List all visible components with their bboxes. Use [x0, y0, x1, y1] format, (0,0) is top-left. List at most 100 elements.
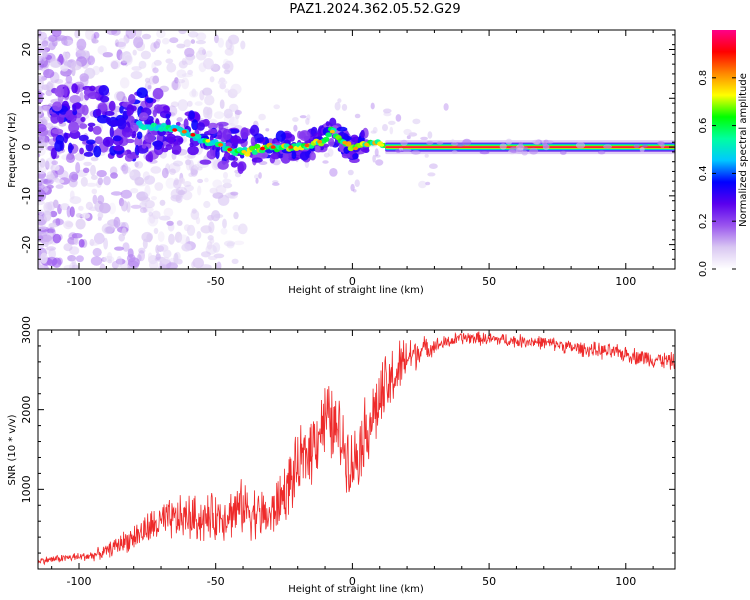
spectrogram-energy-blob	[102, 136, 114, 147]
spectrogram-noise-blob	[56, 257, 63, 265]
spectrogram-noise-blob	[212, 63, 219, 71]
spectrogram-noise-blob	[81, 212, 91, 219]
spectrogram-energy-blob	[189, 142, 194, 147]
spectrogram-noise-blob	[389, 126, 394, 135]
spectrogram-noise-blob	[188, 172, 194, 177]
spectrogram-noise-blob	[168, 162, 181, 174]
spectrogram-noise-blob	[40, 234, 52, 242]
spectrogram-noise-blob	[347, 169, 354, 176]
spectrogram-energy-blob	[314, 145, 321, 151]
spectrogram-noise-blob	[174, 77, 179, 84]
spectrogram-energy-blob	[188, 110, 195, 120]
spectrogram-noise-blob	[153, 41, 160, 49]
spectrogram-noise-blob	[43, 178, 54, 185]
spectrogram-band-blob	[398, 147, 404, 151]
spectrogram-noise-blob	[272, 182, 280, 186]
spectrogram-noise-blob	[178, 30, 187, 35]
spectrogram-noise-blob	[224, 48, 234, 56]
spectrogram-noise-blob	[173, 179, 182, 189]
spectrogram-noise-blob	[159, 215, 171, 221]
spectrogram-noise-blob	[129, 170, 135, 177]
spectrogram-energy-blob	[223, 151, 231, 161]
spectrogram-noise-blob	[181, 73, 194, 78]
spectrogram-noise-blob	[172, 160, 184, 167]
spectrogram-noise-blob	[138, 247, 146, 254]
spectrogram-noise-blob	[166, 49, 171, 54]
spectrogram-noise-blob	[155, 38, 161, 46]
spectrogram-noise-blob	[38, 105, 44, 117]
spectrogram-noise-blob	[154, 182, 164, 191]
spectrogram-noise-blob	[187, 69, 194, 75]
spectrogram-noise-blob	[329, 168, 338, 177]
spectrogram-noise-blob	[48, 222, 60, 228]
spectrogram-hot-spot	[260, 146, 265, 151]
spectrogram-noise-blob	[130, 188, 139, 194]
spectrogram-noise-blob	[232, 224, 241, 231]
spectrogram-energy-blob	[251, 157, 263, 163]
spectrogram-noise-blob	[38, 123, 47, 133]
spectrogram-noise-blob	[204, 94, 215, 106]
spectrogram-energy-blob	[327, 138, 335, 147]
spectrogram-noise-blob	[90, 256, 103, 266]
spectrogram-noise-blob	[45, 160, 50, 170]
spectrogram-noise-blob	[38, 75, 42, 85]
spectrogram-noise-blob	[223, 108, 233, 119]
spectrogram-hot-spot	[270, 145, 276, 149]
spectrogram-energy-blob	[104, 111, 115, 116]
spectrogram-noise-blob	[110, 61, 119, 70]
spectrogram-energy-blob	[108, 100, 116, 112]
spectrogram-ridge-core	[251, 149, 258, 155]
spectrogram-noise-blob	[177, 99, 188, 112]
spectrogram-noise-blob	[334, 101, 341, 111]
spectrogram-noise-blob	[69, 171, 79, 183]
spectrogram-noise-blob	[337, 98, 342, 103]
spectrogram-noise-blob	[75, 162, 81, 174]
spectrogram-noise-blob	[38, 166, 47, 175]
spectrogram-noise-blob	[114, 246, 124, 251]
spectrogram-noise-blob	[53, 199, 59, 209]
spectrogram-noise-blob	[102, 52, 114, 58]
spectrogram-noise-blob	[46, 246, 57, 251]
spectrogram-noise-blob	[138, 250, 146, 262]
spectrogram-noise-blob	[113, 216, 121, 228]
spectrogram-noise-blob	[90, 156, 99, 162]
spectrogram-band-blob	[462, 138, 472, 146]
spectrogram-noise-blob	[125, 30, 136, 39]
spectrogram-noise-blob	[150, 166, 162, 174]
spectrogram-noise-blob	[293, 124, 298, 132]
spectrogram-noise-blob	[63, 220, 74, 230]
spectrogram-energy-blob	[50, 147, 57, 160]
spectrogram-noise-blob	[38, 235, 44, 240]
spectrogram-noise-blob	[111, 30, 121, 36]
x-tick-label: 100	[615, 575, 636, 588]
y-tick-label: -10	[20, 187, 33, 205]
spectrogram-noise-blob	[65, 221, 74, 228]
spectrogram-hot-spot	[379, 143, 385, 147]
spectrogram-noise-blob	[107, 252, 113, 262]
snr-y-axis: 1000 2000 3000	[20, 316, 675, 554]
spectrogram-energy-blob	[165, 144, 173, 151]
spectrogram-noise-blob	[116, 256, 123, 268]
spectrogram-noise-blob	[372, 154, 376, 163]
spectrogram-noise-blob	[38, 254, 41, 266]
spectrogram-noise-blob	[207, 235, 214, 241]
spectrogram-noise-blob	[212, 242, 221, 253]
spectrogram-noise-blob	[204, 177, 209, 183]
spectrogram-energy-blob	[218, 123, 224, 130]
spectrogram-noise-blob	[65, 75, 73, 84]
spectrogram-band-blob	[518, 141, 524, 149]
spectrogram-noise-blob	[165, 177, 176, 189]
spectrogram-energy-blob	[141, 143, 147, 149]
spectrogram-noise-blob	[151, 196, 157, 201]
spectrogram-noise-blob	[427, 131, 433, 139]
spectrogram-noise-blob	[43, 68, 55, 79]
spectrogram-noise-blob	[203, 200, 211, 209]
spectrogram-noise-blob	[69, 262, 78, 269]
spectrogram-energy-blob	[109, 119, 120, 127]
spectrogram-noise-blob	[69, 246, 80, 255]
spectrogram-x-axis: -100 -50 0 50 100	[51, 30, 654, 288]
spectrogram-energy-blob	[282, 151, 289, 161]
spectrogram-noise-blob	[197, 185, 202, 196]
spectrogram-noise-blob	[42, 49, 48, 58]
spectrogram-noise-blob	[148, 214, 156, 224]
